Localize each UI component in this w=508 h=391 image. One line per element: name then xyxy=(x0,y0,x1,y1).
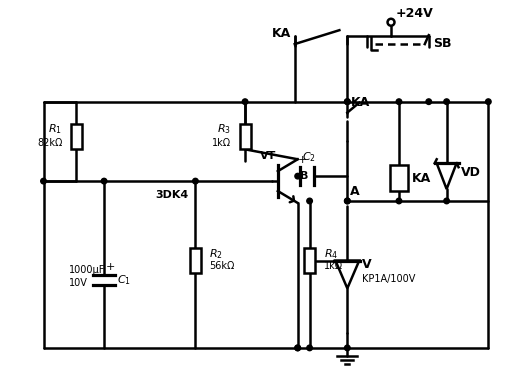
Bar xyxy=(190,248,201,273)
Bar xyxy=(390,165,408,191)
Bar xyxy=(240,124,250,149)
Circle shape xyxy=(295,345,300,351)
Text: +24V: +24V xyxy=(396,7,434,20)
Text: 56kΩ: 56kΩ xyxy=(209,262,235,271)
Text: 10V: 10V xyxy=(69,278,88,289)
Text: B: B xyxy=(300,171,308,181)
Circle shape xyxy=(344,345,350,351)
Text: $C_1$: $C_1$ xyxy=(117,273,131,287)
Circle shape xyxy=(307,198,312,204)
Circle shape xyxy=(486,99,491,104)
Circle shape xyxy=(295,173,300,179)
Text: $R_3$: $R_3$ xyxy=(217,122,231,136)
Circle shape xyxy=(193,178,198,184)
Text: KA: KA xyxy=(412,172,431,185)
Circle shape xyxy=(344,198,350,204)
Text: $R_4$: $R_4$ xyxy=(324,248,338,262)
Text: 1kΩ: 1kΩ xyxy=(324,262,342,271)
Circle shape xyxy=(41,178,46,184)
Circle shape xyxy=(242,99,248,104)
Text: VD: VD xyxy=(461,166,481,179)
Circle shape xyxy=(396,198,402,204)
Text: KA: KA xyxy=(271,27,291,40)
Bar xyxy=(71,124,82,149)
Text: +: + xyxy=(298,155,307,165)
Text: VT: VT xyxy=(260,151,276,161)
Text: 1kΩ: 1kΩ xyxy=(212,138,231,148)
Text: $R_2$: $R_2$ xyxy=(209,248,223,262)
Text: V: V xyxy=(362,258,372,271)
Text: 1000μF: 1000μF xyxy=(69,265,106,276)
Text: SB: SB xyxy=(433,37,451,50)
Text: $R_1$: $R_1$ xyxy=(48,122,62,136)
Circle shape xyxy=(295,345,300,351)
Circle shape xyxy=(396,99,402,104)
Circle shape xyxy=(444,198,450,204)
Bar xyxy=(304,248,315,273)
Text: KP1A/100V: KP1A/100V xyxy=(362,274,416,284)
Circle shape xyxy=(307,345,312,351)
Text: KA: KA xyxy=(352,96,370,109)
Circle shape xyxy=(101,178,107,184)
Text: A: A xyxy=(351,185,360,198)
Circle shape xyxy=(344,99,350,104)
Text: +: + xyxy=(106,262,115,273)
Text: 82kΩ: 82kΩ xyxy=(37,138,62,148)
Text: $C_2$: $C_2$ xyxy=(302,151,315,164)
Text: 3DK4: 3DK4 xyxy=(156,190,189,200)
Circle shape xyxy=(344,198,350,204)
Circle shape xyxy=(344,99,350,104)
Circle shape xyxy=(426,99,431,104)
Circle shape xyxy=(444,99,450,104)
